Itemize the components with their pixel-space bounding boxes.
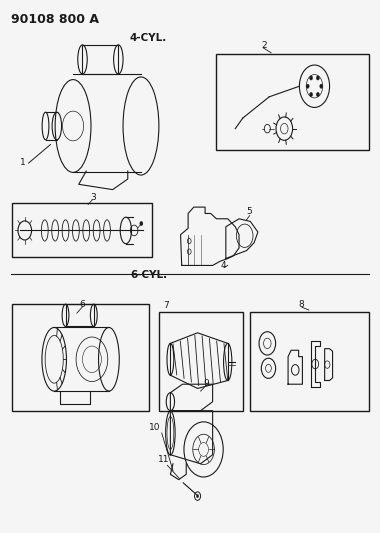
Text: 6: 6 [80, 300, 86, 309]
Text: 3: 3 [90, 193, 96, 203]
Text: 4: 4 [220, 261, 226, 270]
Bar [65, 304, 94, 326]
Circle shape [306, 84, 309, 88]
Circle shape [317, 92, 319, 96]
Circle shape [310, 76, 313, 80]
Circle shape [317, 76, 319, 80]
Bar [250, 312, 369, 411]
Text: 90108 800 A: 90108 800 A [11, 13, 99, 26]
Circle shape [320, 84, 323, 88]
Text: 1: 1 [20, 158, 26, 167]
Text: 8: 8 [299, 300, 304, 309]
Bar [159, 312, 243, 411]
Text: 6-CYL.: 6-CYL. [130, 270, 167, 280]
Circle shape [140, 221, 143, 225]
Text: 4-CYL.: 4-CYL. [130, 33, 167, 43]
Text: 10: 10 [149, 423, 160, 432]
Text: 7: 7 [164, 301, 169, 310]
Text: 11: 11 [158, 455, 169, 464]
Bar [82, 45, 118, 74]
Circle shape [310, 92, 313, 96]
Circle shape [196, 495, 199, 498]
Text: 5: 5 [247, 207, 252, 216]
Bar [12, 304, 149, 411]
Bar [12, 203, 152, 257]
Text: 2: 2 [262, 41, 267, 50]
Text: 9: 9 [203, 379, 209, 389]
Bar [216, 54, 369, 150]
